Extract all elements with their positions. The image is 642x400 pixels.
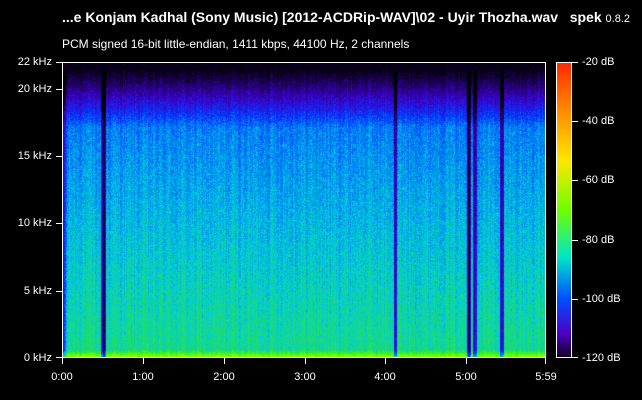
db-tick <box>572 121 578 122</box>
time-label-2: 2:00 <box>213 371 235 383</box>
time-label-1: 1:00 <box>132 371 154 383</box>
db-label-80: -80 dB <box>582 234 615 246</box>
db-tick <box>572 62 578 63</box>
time-tick <box>545 358 546 364</box>
audio-info: PCM signed 16-bit little-endian, 1411 kb… <box>62 37 410 51</box>
freq-tick <box>56 357 62 358</box>
freq-tick <box>56 291 62 292</box>
spectrogram-frame <box>62 62 546 358</box>
db-tick <box>572 240 578 241</box>
time-tick <box>62 358 63 364</box>
db-label-20: -20 dB <box>582 56 615 68</box>
file-title: ...e Konjam Kadhal (Sony Music) [2012-AC… <box>62 9 559 25</box>
db-label-60: -60 dB <box>582 174 615 186</box>
freq-tick <box>56 156 62 157</box>
freq-label-0: 0 kHz <box>23 352 52 364</box>
freq-tick <box>56 89 62 90</box>
time-label-5: 5:00 <box>455 371 477 383</box>
freq-label-10: 10 kHz <box>17 217 52 229</box>
freq-label-15: 15 kHz <box>17 150 52 162</box>
time-label-end: 5:59 <box>535 371 557 383</box>
db-label-100: -100 dB <box>582 293 621 305</box>
time-label-0: 0:00 <box>51 371 73 383</box>
freq-tick <box>56 62 62 63</box>
freq-tick <box>56 223 62 224</box>
db-tick <box>572 357 578 358</box>
app-label: spek 0.8.2 <box>570 9 630 25</box>
db-label-120: -120 dB <box>582 352 621 364</box>
spectrogram-canvas <box>62 62 546 358</box>
time-label-4: 4:00 <box>374 371 396 383</box>
time-tick <box>385 358 386 364</box>
db-tick <box>572 299 578 300</box>
time-tick <box>466 358 467 364</box>
app-version: 0.8.2 <box>605 13 630 25</box>
db-color-bar <box>556 62 572 358</box>
app-name: spek <box>569 9 602 25</box>
time-tick <box>143 358 144 364</box>
time-tick <box>224 358 225 364</box>
db-tick <box>572 180 578 181</box>
freq-label-20: 20 kHz <box>17 83 52 95</box>
freq-label-22: 22 kHz <box>17 56 52 68</box>
time-tick <box>305 358 306 364</box>
freq-label-5: 5 kHz <box>23 285 52 297</box>
db-label-40: -40 dB <box>582 115 615 127</box>
time-label-3: 3:00 <box>294 371 316 383</box>
